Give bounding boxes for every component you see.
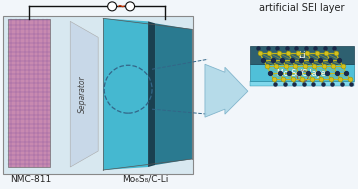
Text: Separator: Separator <box>78 75 87 113</box>
Polygon shape <box>205 64 248 117</box>
Bar <box>8 19 50 167</box>
Text: Mo₆S₈/C-Li: Mo₆S₈/C-Li <box>122 174 168 184</box>
Text: artificial SEI layer: artificial SEI layer <box>259 3 344 13</box>
Text: ~: ~ <box>117 1 126 11</box>
Polygon shape <box>148 21 155 167</box>
Polygon shape <box>250 46 354 64</box>
Circle shape <box>126 2 135 11</box>
Circle shape <box>108 2 117 11</box>
Polygon shape <box>155 23 192 165</box>
Polygon shape <box>250 81 354 86</box>
Polygon shape <box>103 18 148 170</box>
Text: Li: Li <box>298 51 306 60</box>
Polygon shape <box>70 21 98 167</box>
Text: Mo₆S₈/C layer: Mo₆S₈/C layer <box>277 69 329 78</box>
Bar <box>3 16 193 174</box>
Polygon shape <box>250 64 354 81</box>
Text: NMC-811: NMC-811 <box>10 174 51 184</box>
